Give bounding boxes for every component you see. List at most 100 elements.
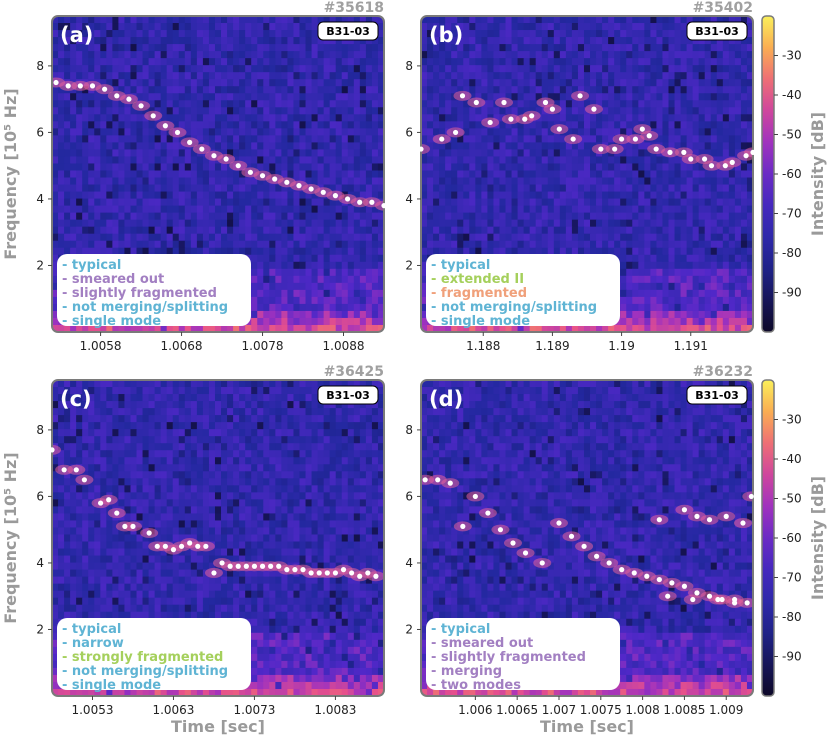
mode-point bbox=[706, 593, 713, 599]
mode-point bbox=[413, 209, 419, 215]
colorbar-tick-label: -30 bbox=[782, 49, 802, 63]
panel-frame bbox=[51, 15, 385, 333]
x-tick-label: 1.0085 bbox=[663, 703, 705, 717]
colorbar-tick-label: -40 bbox=[782, 452, 802, 466]
mode-point bbox=[114, 510, 120, 516]
shot-number: #35618 bbox=[324, 0, 384, 16]
mode-point bbox=[719, 596, 725, 603]
shot-number: #36425 bbox=[324, 364, 384, 380]
badge bbox=[317, 385, 379, 405]
colorbar-tick-label: -60 bbox=[782, 167, 802, 181]
y-axis-title: Frequency [10⁵ Hz] bbox=[1, 452, 20, 623]
mode-point bbox=[81, 477, 87, 483]
mode-point bbox=[723, 513, 729, 519]
mode-point bbox=[292, 567, 298, 573]
mode-point bbox=[259, 173, 266, 179]
mode-point bbox=[485, 510, 491, 516]
x-tick-label: 1.007 bbox=[542, 703, 576, 717]
x-tick-label: 1.189 bbox=[535, 339, 569, 353]
legend-entry: - typical bbox=[431, 622, 490, 637]
x-tick-label: 1.19 bbox=[608, 339, 635, 353]
x-axis-title: Time [sec] bbox=[171, 717, 265, 735]
legend-entry: - not merging/splitting bbox=[62, 664, 228, 679]
mode-point bbox=[598, 146, 604, 152]
mode-point bbox=[332, 570, 339, 576]
legend-entry: - fragmented bbox=[431, 286, 527, 301]
y-tick-label: 2 bbox=[36, 622, 44, 636]
mode-point bbox=[487, 119, 493, 126]
legend-box bbox=[426, 618, 620, 690]
mode-point bbox=[369, 199, 375, 205]
mode-point bbox=[581, 543, 587, 549]
mode-point bbox=[632, 136, 639, 142]
mode-point bbox=[606, 560, 612, 566]
badge-text: B31-03 bbox=[326, 25, 370, 38]
mode-point bbox=[591, 106, 597, 112]
x-tick-label: 1.0058 bbox=[80, 339, 122, 353]
y-axis-title: Frequency [10⁵ Hz] bbox=[1, 88, 20, 259]
panel-frame bbox=[420, 379, 754, 697]
mode-point bbox=[97, 500, 104, 506]
mode-point bbox=[681, 149, 687, 155]
x-tick-label: 1.0068 bbox=[161, 339, 203, 353]
mode-point bbox=[732, 596, 738, 603]
mode-point bbox=[748, 493, 754, 500]
mode-point bbox=[126, 96, 132, 102]
x-axis-title: Time [sec] bbox=[540, 717, 634, 735]
mode-point bbox=[340, 567, 347, 573]
mode-point bbox=[681, 583, 688, 589]
mode-point bbox=[316, 570, 322, 576]
mode-point bbox=[694, 513, 700, 519]
mode-point bbox=[268, 563, 274, 569]
x-tick-label: 1.0065 bbox=[496, 703, 538, 717]
spectrogram-image bbox=[421, 380, 753, 696]
panel-letter: (b) bbox=[429, 23, 463, 47]
mode-point bbox=[529, 113, 535, 119]
mode-point bbox=[631, 570, 637, 576]
mode-point bbox=[729, 159, 735, 165]
mode-point bbox=[715, 596, 721, 603]
colorbar-tick-label: -70 bbox=[782, 571, 802, 585]
mode-point bbox=[178, 543, 185, 549]
mode-point bbox=[708, 163, 715, 169]
mode-point bbox=[701, 156, 708, 162]
mode-point bbox=[612, 146, 618, 152]
mode-point bbox=[549, 106, 556, 112]
mode-point bbox=[447, 480, 453, 486]
mode-point bbox=[284, 567, 290, 573]
mode-point bbox=[619, 567, 625, 573]
colorbar-tick-label: -60 bbox=[782, 531, 802, 545]
colorbar-tick-label: -80 bbox=[782, 610, 802, 624]
legend-entry: - narrow bbox=[62, 636, 124, 651]
mode-point bbox=[349, 570, 355, 576]
mode-point bbox=[235, 563, 241, 569]
mode-point bbox=[211, 570, 217, 576]
panel-b: 2 4 6 8 1.188 1.189 1.19 1.191 #35402 (b) B31-03 - … bbox=[405, 0, 756, 353]
mode-point bbox=[667, 149, 673, 155]
mode-point bbox=[146, 530, 152, 536]
mode-point bbox=[418, 146, 424, 152]
legend-entry: - typical bbox=[431, 258, 490, 273]
mode-point bbox=[397, 206, 403, 212]
mode-point bbox=[618, 136, 625, 142]
mode-point bbox=[539, 560, 545, 566]
mode-point bbox=[646, 133, 652, 139]
badge bbox=[317, 21, 379, 41]
colorbar-tick-label: -80 bbox=[782, 246, 802, 260]
mode-point bbox=[324, 570, 330, 576]
mode-point bbox=[508, 116, 514, 122]
mode-point bbox=[296, 183, 302, 189]
mode-point bbox=[114, 93, 120, 99]
mode-point bbox=[656, 576, 662, 583]
mode-point bbox=[162, 123, 168, 129]
mode-point bbox=[389, 203, 395, 209]
mode-point bbox=[510, 540, 516, 546]
mode-point bbox=[501, 99, 507, 106]
mode-point bbox=[452, 129, 459, 136]
mode-point bbox=[681, 507, 688, 513]
legend-entry: - single mode bbox=[431, 314, 530, 329]
colorbar-tick-label: -90 bbox=[782, 650, 802, 664]
y-tick-label: 8 bbox=[36, 59, 44, 73]
spectrogram-image bbox=[421, 16, 753, 332]
mode-point bbox=[65, 83, 71, 89]
